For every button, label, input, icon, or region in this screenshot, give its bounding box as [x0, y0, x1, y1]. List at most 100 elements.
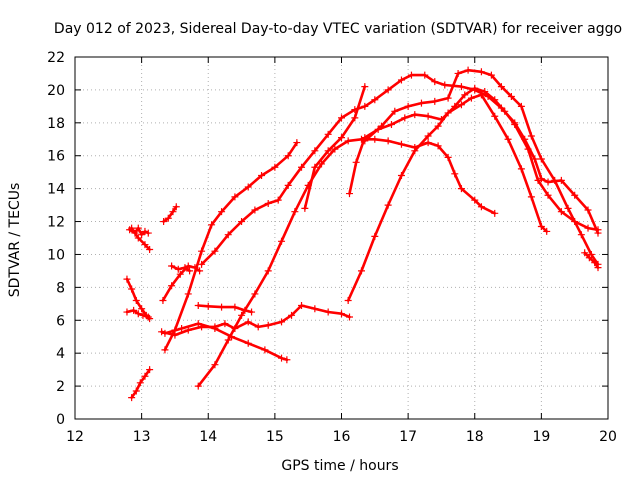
x-tick-label: 18	[466, 429, 484, 445]
data-point-marker	[123, 308, 131, 316]
data-point-marker	[534, 176, 542, 184]
data-point-marker	[511, 120, 519, 128]
data-point-marker	[351, 114, 359, 122]
data-point-marker	[577, 231, 585, 239]
data-point-marker	[161, 346, 169, 354]
data-point-marker	[424, 139, 432, 147]
data-point-marker	[581, 249, 589, 257]
data-point-marker	[211, 361, 219, 369]
data-point-marker	[128, 394, 136, 402]
data-point-marker	[291, 208, 299, 216]
data-point-marker	[311, 163, 319, 171]
data-point-marker	[172, 203, 180, 211]
data-point-marker	[344, 297, 352, 305]
data-point-marker	[384, 86, 392, 94]
data-point-marker	[391, 107, 399, 115]
data-point-marker	[211, 247, 219, 255]
data-point-marker	[357, 267, 365, 275]
data-point-marker	[211, 325, 219, 332]
data-point-marker	[284, 152, 292, 160]
data-point-marker	[198, 247, 206, 255]
data-point-marker	[178, 325, 186, 332]
data-point-marker	[424, 132, 432, 140]
data-point-marker	[397, 140, 405, 148]
data-point-marker	[411, 111, 419, 119]
data-point-marker	[158, 328, 166, 336]
x-tick-label: 14	[199, 429, 217, 445]
x-axis-label: GPS time / hours	[281, 458, 398, 474]
data-point-marker	[134, 234, 142, 242]
data-point-marker	[181, 264, 189, 272]
series-line	[162, 205, 178, 223]
data-point-marker	[128, 224, 136, 232]
data-point-marker	[517, 165, 525, 173]
data-point-marker	[231, 325, 239, 332]
data-point-marker	[537, 175, 545, 183]
data-point-marker	[324, 308, 332, 316]
data-point-marker	[168, 282, 176, 290]
data-point-marker	[551, 176, 559, 184]
data-point-marker	[146, 246, 154, 254]
data-point-marker	[194, 320, 202, 328]
data-point-marker	[238, 311, 246, 319]
data-point-marker	[407, 71, 415, 79]
x-tick-label: 12	[66, 429, 84, 445]
data-point-marker	[283, 356, 291, 364]
data-point-marker	[371, 96, 379, 104]
data-point-marker	[194, 382, 202, 390]
data-point-marker	[457, 101, 465, 109]
series-trace-b	[128, 224, 154, 254]
y-tick-label: 6	[56, 313, 65, 329]
data-point-marker	[451, 170, 459, 178]
data-point-marker	[477, 68, 485, 76]
data-point-marker	[146, 366, 154, 374]
data-point-marker	[338, 114, 345, 122]
data-point-marker	[404, 102, 412, 110]
data-point-marker	[384, 137, 392, 145]
series-line	[303, 85, 367, 210]
data-point-marker	[141, 227, 149, 235]
y-tick-label: 10	[47, 247, 65, 263]
data-point-marker	[591, 259, 599, 267]
chart-title: Day 012 of 2023, Sidereal Day-to-day VTE…	[54, 21, 622, 37]
y-tick-label: 14	[47, 182, 65, 198]
data-point-marker	[311, 147, 319, 155]
data-point-marker	[138, 231, 146, 239]
data-point-marker	[264, 267, 272, 275]
data-point-marker	[311, 305, 319, 313]
data-point-marker	[431, 78, 439, 86]
data-point-marker	[274, 196, 282, 204]
data-point-marker	[517, 102, 525, 110]
data-point-marker	[301, 204, 309, 212]
data-point-marker	[164, 214, 172, 222]
data-point-marker	[194, 301, 202, 309]
data-point-marker	[251, 290, 259, 298]
data-point-marker	[264, 199, 272, 207]
data-point-marker	[544, 191, 552, 199]
data-point-marker	[444, 153, 452, 161]
data-point-marker	[537, 222, 545, 230]
y-tick-label: 4	[56, 346, 65, 362]
y-tick-label: 18	[47, 116, 65, 132]
data-point-marker	[141, 241, 149, 249]
y-tick-label: 8	[56, 280, 65, 296]
y-tick-label: 2	[56, 379, 65, 395]
data-point-marker	[491, 112, 499, 120]
data-point-marker	[123, 275, 131, 283]
x-tick-label: 19	[532, 429, 550, 445]
series-trace-q	[344, 91, 551, 305]
x-tick-label: 16	[333, 429, 351, 445]
data-point-marker	[186, 267, 194, 275]
y-axis-label: SDTVAR / TECUs	[7, 183, 23, 298]
series-line	[130, 226, 151, 251]
data-point-marker	[527, 193, 535, 201]
data-point-marker	[345, 190, 353, 198]
data-point-marker	[411, 147, 419, 155]
data-point-marker	[224, 336, 232, 344]
data-point-marker	[477, 91, 485, 99]
y-tick-label: 12	[47, 215, 65, 231]
data-point-marker	[527, 132, 535, 140]
data-point-marker	[231, 193, 239, 201]
data-point-marker	[434, 122, 442, 130]
